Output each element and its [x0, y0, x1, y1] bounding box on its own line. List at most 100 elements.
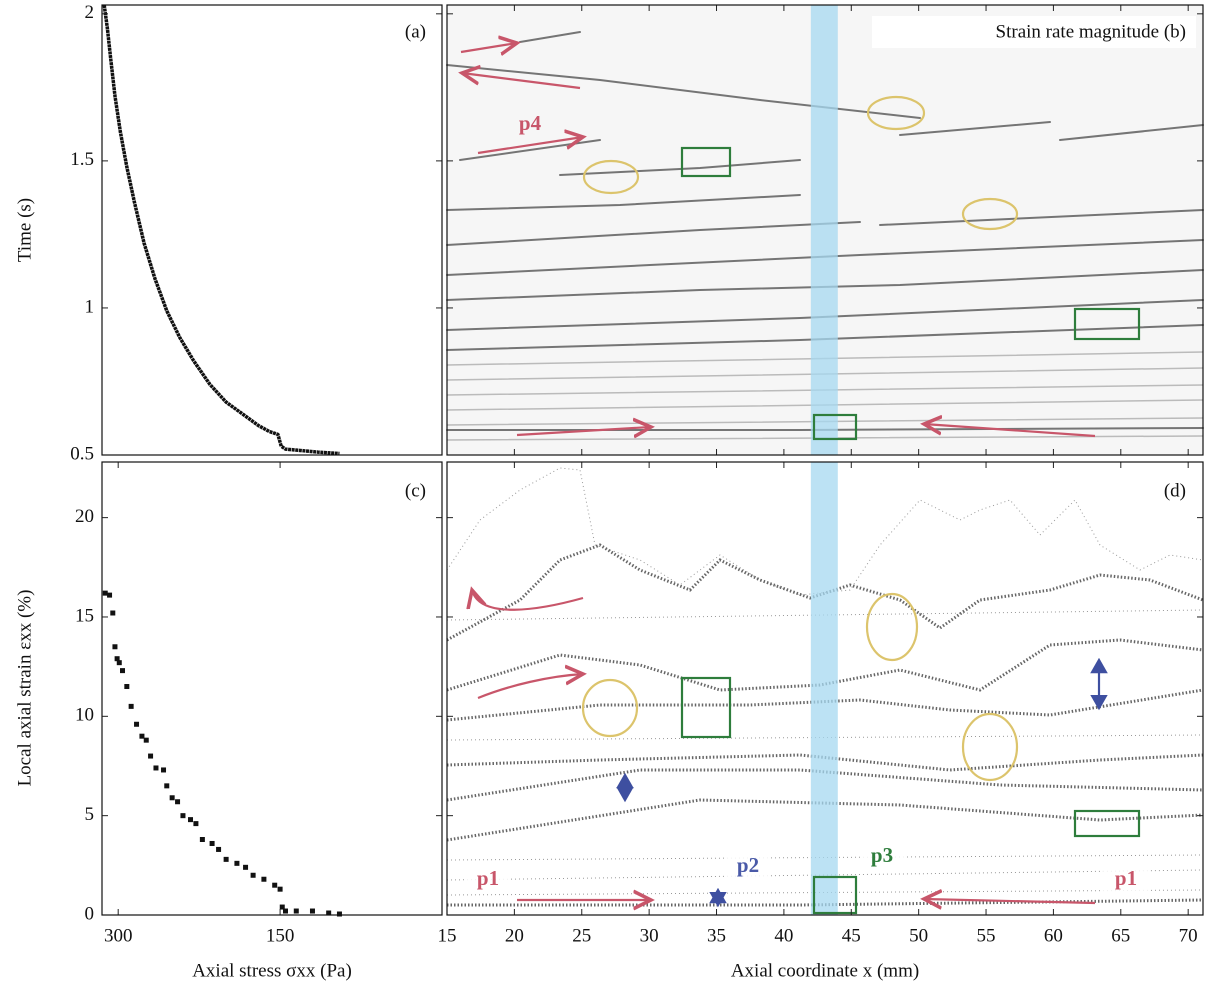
mesh-envelope: [446, 467, 1204, 596]
x-tick-label: 45: [842, 925, 861, 946]
y-tick-label: 1.5: [70, 149, 94, 170]
data-point: [161, 767, 167, 773]
highlight-band: [810, 5, 838, 455]
ellipse: [961, 197, 1019, 231]
panel-label: (c): [405, 480, 426, 501]
title-background: [872, 16, 1196, 48]
data-point: [120, 668, 126, 674]
data-point: [110, 610, 116, 616]
data-point: [169, 795, 175, 801]
data-point: [309, 908, 315, 914]
box: [812, 875, 858, 915]
data-point: [153, 765, 159, 771]
panel-title: Strain rate magnitude (b): [996, 21, 1186, 42]
annotation-label: p3: [871, 843, 893, 867]
label-background: [1103, 864, 1149, 894]
arrow: [924, 424, 1096, 438]
x-tick-label: 30: [640, 925, 659, 946]
y-tick-label: 1: [85, 296, 95, 317]
data-point: [180, 813, 186, 819]
data-point: [282, 908, 288, 914]
data-point: [243, 864, 249, 870]
data-point: [277, 886, 283, 892]
box: [1073, 307, 1141, 341]
data-point: [272, 882, 278, 888]
data-point: [134, 721, 140, 727]
band-layer: [810, 5, 838, 915]
x-tick-label: 35: [707, 925, 726, 946]
arrow: [477, 674, 583, 700]
highlight-band: [810, 462, 838, 915]
ellipse: [961, 712, 1019, 782]
annotations-b: p4: [461, 43, 1141, 441]
data-point: [164, 783, 170, 789]
ellipse: [866, 95, 926, 131]
panel-frame: [446, 461, 1204, 916]
data-point: [102, 590, 108, 596]
data-point: [261, 876, 267, 882]
ellipse: [582, 159, 640, 195]
arrow: [472, 590, 584, 611]
y-tick-label: 15: [75, 605, 94, 626]
y-axis-label: Time (s): [14, 198, 35, 262]
box: [680, 676, 732, 739]
y-tick-label: 5: [85, 804, 95, 825]
data-point: [199, 837, 205, 842]
panel-frame: [101, 461, 443, 916]
arrow: [477, 137, 583, 155]
data-point: [250, 872, 256, 878]
mesh-ridge: [446, 688, 1204, 722]
x-tick-label: 15: [438, 925, 457, 946]
data-point: [209, 840, 215, 846]
data-point: [175, 799, 181, 805]
annotation-label: p1: [1115, 866, 1137, 890]
mesh-ridge: [446, 543, 1204, 642]
y-tick-label: 20: [75, 506, 94, 527]
data-point: [107, 592, 113, 598]
panel-frame: [101, 4, 443, 456]
annotation-label: p2: [737, 853, 759, 877]
data-point: [116, 660, 122, 666]
x-tick-label: 20: [505, 925, 524, 946]
x-tick-label: 55: [977, 925, 996, 946]
data-point: [279, 904, 285, 910]
mesh-ridge: [446, 768, 1204, 802]
data-point: [293, 908, 299, 914]
data-point: [223, 856, 229, 862]
annotation-label: p4: [519, 111, 542, 135]
data-point: [148, 753, 154, 759]
label-background: [860, 842, 904, 872]
heatmap-ridge: [446, 194, 1204, 276]
data-point: [139, 733, 145, 739]
annotations-d: p1 p2 p3 p1: [465, 590, 1149, 915]
data-point: [188, 817, 194, 823]
label-background: [465, 864, 511, 894]
annotation-label: p1: [477, 866, 499, 890]
x-tick-label: 70: [1179, 925, 1198, 946]
box: [1073, 809, 1141, 838]
arrow: [462, 73, 581, 90]
ellipse: [581, 678, 639, 738]
heatmap-ridge: [459, 31, 1204, 176]
x-tick-label: 65: [1111, 925, 1130, 946]
arrow: [924, 899, 1096, 903]
heatmap-ridge: [446, 64, 921, 119]
data-point: [216, 846, 222, 852]
x-axis-label: Axial coordinate x (mm): [731, 960, 919, 981]
x-tick-label: 50: [909, 925, 928, 946]
strain-mesh: [446, 467, 1204, 907]
data-point: [326, 910, 332, 916]
x-axis-label: Axial stress σxx (Pa): [192, 960, 352, 981]
y-tick-label: 0: [85, 903, 95, 924]
box: [812, 413, 858, 441]
arrow: [516, 427, 651, 435]
x-tick-label: 150: [266, 925, 295, 946]
data-point: [128, 703, 134, 709]
panel-frame: [446, 4, 1204, 456]
data-marks: [102, 4, 342, 917]
panel-label: (a): [405, 21, 426, 42]
x-tick-label: 40: [774, 925, 793, 946]
x-tick-label: 300: [104, 925, 133, 946]
